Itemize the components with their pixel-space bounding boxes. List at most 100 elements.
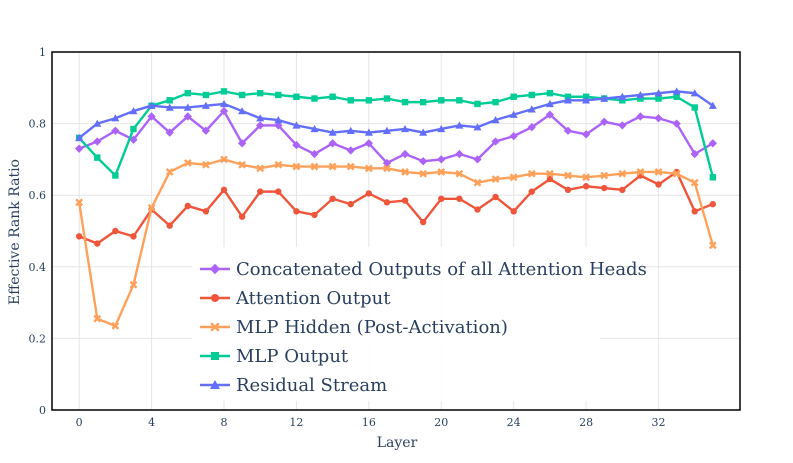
data-point (510, 93, 517, 100)
data-point (238, 91, 246, 99)
data-point (473, 178, 482, 187)
data-point (636, 112, 645, 121)
data-point (166, 222, 173, 229)
data-point (165, 103, 174, 111)
data-point (93, 314, 102, 323)
data-point (401, 98, 409, 106)
data-point (672, 87, 681, 95)
data-point (130, 233, 137, 240)
data-point (691, 104, 698, 111)
legend-item-residual-stream[interactable]: Residual Stream (200, 375, 387, 396)
data-point (94, 240, 101, 247)
data-point (564, 96, 572, 104)
data-point (183, 112, 192, 121)
data-point (581, 130, 591, 139)
data-point (183, 159, 192, 167)
data-point (147, 101, 156, 109)
data-point (202, 208, 210, 215)
data-point (419, 98, 427, 106)
data-point (147, 203, 156, 212)
data-point (93, 137, 102, 146)
data-point (438, 97, 445, 104)
data-point (564, 186, 572, 194)
data-point (545, 110, 555, 119)
data-point (275, 188, 282, 195)
data-point (401, 168, 409, 176)
data-point (619, 186, 626, 194)
x-tick-label: 28 (579, 416, 593, 429)
data-point (527, 105, 536, 113)
data-point (456, 195, 463, 202)
data-point (618, 92, 627, 100)
data-point (75, 198, 84, 207)
legend-item-attention-output[interactable]: Attention Output (200, 288, 391, 309)
data-point (474, 206, 481, 213)
data-point (256, 114, 265, 122)
data-point (129, 107, 138, 115)
data-point (257, 188, 264, 195)
data-point (401, 124, 410, 133)
data-point (201, 126, 211, 135)
data-point (473, 155, 482, 164)
data-point (166, 97, 173, 104)
series-layer (74, 87, 718, 330)
data-point (636, 168, 645, 176)
data-point (382, 126, 391, 134)
data-point (400, 149, 410, 159)
legend-label: Attention Output (235, 288, 391, 309)
y-tick-label: 1 (39, 46, 46, 59)
legend-swatch-marker (211, 352, 219, 360)
data-point (546, 175, 554, 183)
data-point (455, 121, 464, 129)
data-point (165, 168, 174, 176)
y-tick-label: 0.6 (29, 189, 47, 202)
data-point (274, 160, 283, 169)
legend-item-concatenated-outputs-of-all-attention-heads[interactable]: Concatenated Outputs of all Attention He… (200, 259, 647, 280)
legend-item-mlp-hidden-post-activation[interactable]: MLP Hidden (Post-Activation) (200, 317, 508, 338)
data-point (455, 169, 464, 178)
data-point (582, 173, 590, 182)
data-point (437, 124, 446, 133)
series-line (78, 109, 714, 165)
data-point (293, 208, 300, 215)
y-tick-label: 0.4 (29, 261, 47, 274)
data-point (708, 101, 717, 109)
data-point (545, 99, 554, 108)
legend[interactable]: Concatenated Outputs of all Attention He… (192, 247, 647, 401)
data-point (310, 149, 319, 159)
data-point (329, 93, 336, 100)
data-point (237, 139, 247, 148)
data-point (618, 169, 627, 178)
data-point (75, 233, 83, 240)
data-point (528, 91, 535, 99)
plot-frame (51, 51, 741, 411)
data-point (328, 128, 337, 136)
data-point (292, 140, 301, 150)
data-point (274, 116, 283, 124)
data-point (347, 200, 354, 208)
data-point (201, 101, 210, 109)
data-point (600, 117, 609, 126)
data-point (600, 171, 609, 180)
data-point (690, 149, 699, 159)
legend-item-mlp-output[interactable]: MLP Output (200, 346, 349, 367)
data-point (365, 97, 373, 104)
data-point (437, 155, 446, 164)
data-point (509, 173, 518, 182)
data-point (238, 160, 246, 169)
data-point (220, 155, 228, 164)
data-point (690, 178, 699, 187)
data-point (654, 89, 663, 97)
data-point (654, 114, 663, 123)
data-point (564, 171, 572, 180)
data-point (474, 100, 481, 108)
y-tick-label: 0.2 (29, 332, 47, 345)
series-residual-stream (75, 87, 717, 142)
data-point (619, 97, 626, 104)
data-point (528, 188, 535, 195)
data-point (492, 98, 499, 106)
data-point (130, 125, 137, 133)
data-point (364, 139, 374, 148)
data-point (238, 107, 247, 115)
